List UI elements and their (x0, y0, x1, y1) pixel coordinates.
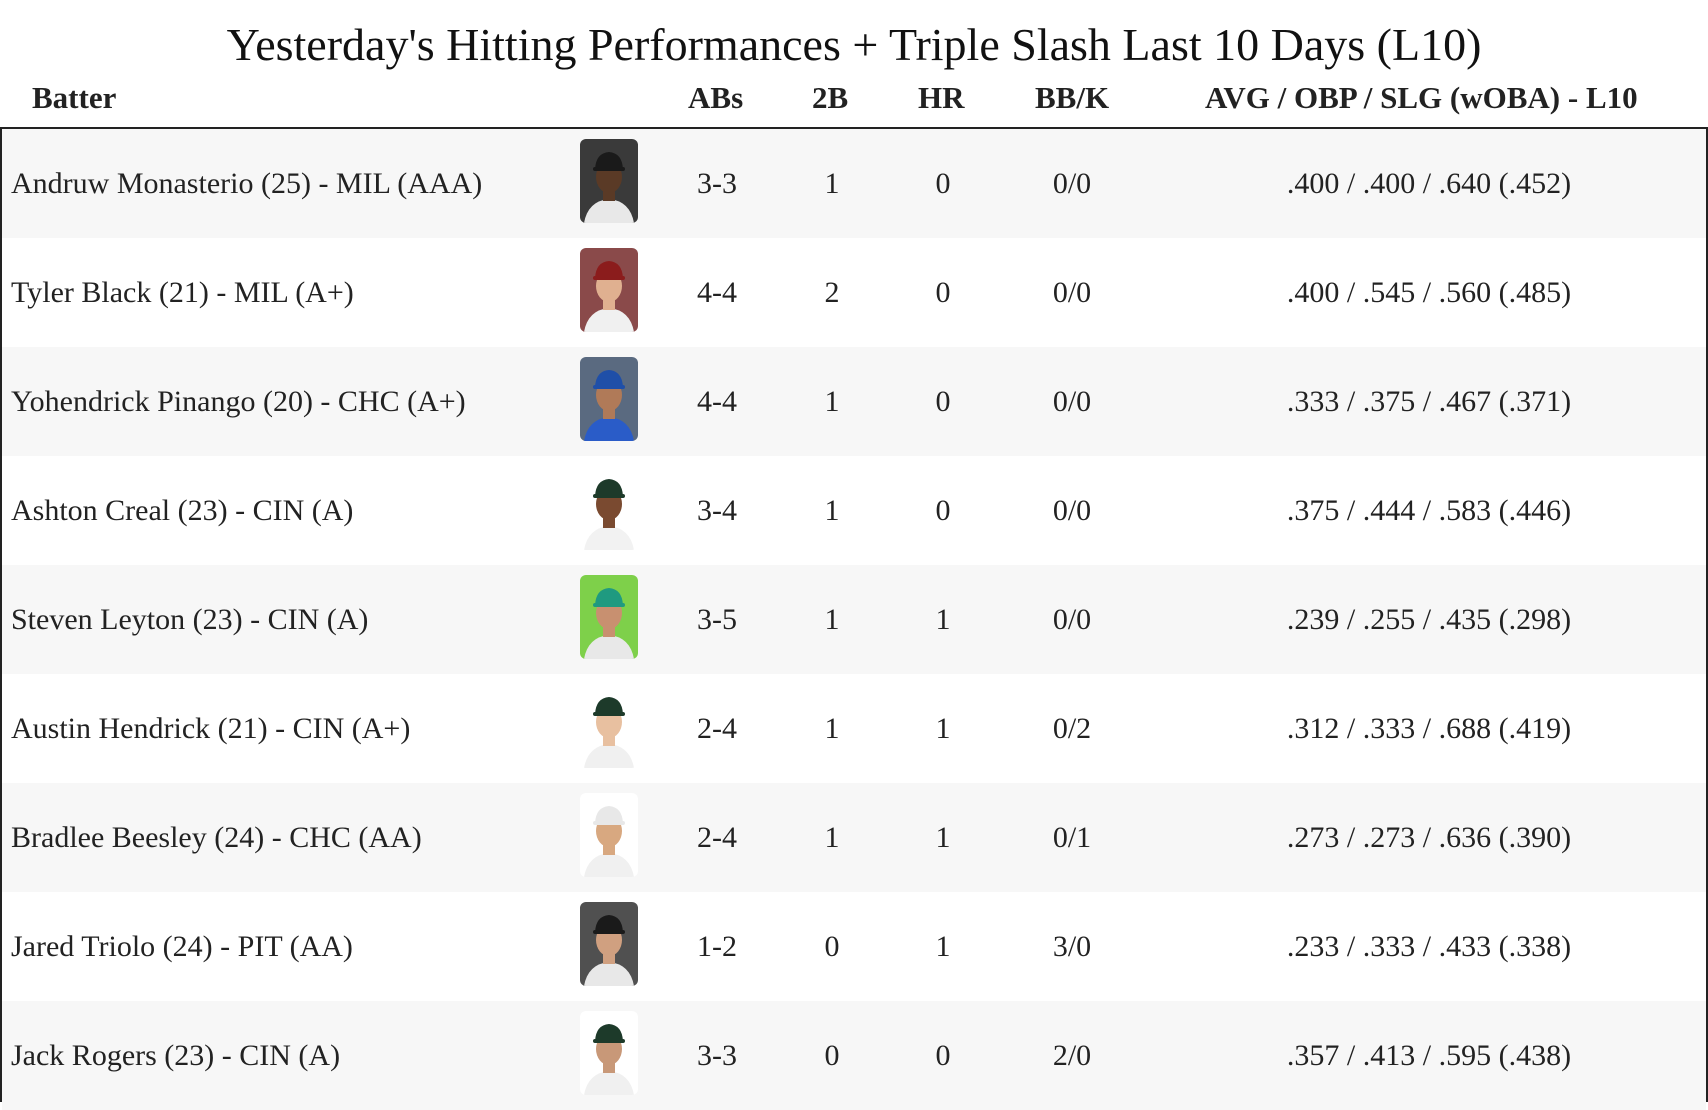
doubles-cell: 1 (824, 603, 840, 636)
batter-name: Austin Hendrick (21) - CIN (A+) (11, 712, 411, 745)
table-row: Ashton Creal (23) - CIN (A) 3-4 1 0 0/0 .375 … (2, 456, 1706, 565)
bbk-cell: 0/0 (1052, 276, 1092, 309)
page-title: Yesterday's Hitting Performances + Tripl… (226, 19, 1482, 70)
player-headshot (580, 466, 638, 550)
batter-name: Steven Leyton (23) - CIN (A) (11, 603, 369, 636)
table-right-border (1706, 127, 1708, 1102)
abs-cell: 3-3 (697, 1039, 737, 1072)
abs-cell: 3-5 (697, 603, 737, 636)
player-headshot (580, 575, 638, 659)
bbk-cell: 3/0 (1052, 930, 1092, 963)
abs-cell: 4-4 (697, 276, 737, 309)
player-headshot (580, 1011, 638, 1095)
player-headshot (580, 248, 638, 332)
table-row: Steven Leyton (23) - CIN (A) 3-5 1 1 0/0 .239… (2, 565, 1706, 674)
bbk-cell: 0/0 (1052, 494, 1092, 527)
abs-cell: 3-3 (697, 167, 737, 200)
table-row: Austin Hendrick (21) - CIN (A+) 2-4 1 1 0/2.… (2, 674, 1706, 783)
bbk-cell: 0/1 (1052, 821, 1092, 854)
doubles-cell: 1 (824, 821, 840, 854)
slash-line-cell: .375 / .444 / .583 (.446) (1286, 494, 1572, 527)
hr-cell: 0 (935, 167, 951, 200)
bbk-cell: 0/0 (1052, 385, 1092, 418)
hr-cell: 0 (935, 385, 951, 418)
batter-name: Jared Triolo (24) - PIT (AA) (11, 930, 353, 963)
bbk-cell: 0/2 (1052, 712, 1092, 745)
table-body: Andruw Monasterio (25) - MIL (AAA) 3-3 1 0 0… (2, 129, 1706, 1110)
player-headshot (580, 357, 638, 441)
doubles-cell: 1 (824, 167, 840, 200)
batter-name: Ashton Creal (23) - CIN (A) (11, 494, 354, 527)
table-row: Bradlee Beesley (24) - CHC (AA) 2-4 1 1 0/1.… (2, 783, 1706, 892)
hr-cell: 0 (935, 1039, 951, 1072)
header-doubles: 2B (812, 80, 849, 115)
table-row: Andruw Monasterio (25) - MIL (AAA) 3-3 1 0 0… (2, 129, 1706, 238)
abs-cell: 1-2 (697, 930, 737, 963)
table-row: Jared Triolo (24) - PIT (AA) 1-2 0 1 3/0 .233… (2, 892, 1706, 1001)
player-headshot (580, 684, 638, 768)
bbk-cell: 0/0 (1052, 167, 1092, 200)
player-headshot (580, 793, 638, 877)
header-hr: HR (918, 80, 965, 115)
batter-name: Yohendrick Pinango (20) - CHC (A+) (11, 385, 466, 418)
player-headshot (580, 902, 638, 986)
doubles-cell: 0 (824, 1039, 840, 1072)
table-header: Batter ABs 2B HR BB/K AVG / OBP / SLG (w… (0, 80, 1708, 128)
table-left-border (0, 127, 2, 1102)
hr-cell: 0 (935, 276, 951, 309)
doubles-cell: 2 (824, 276, 840, 309)
hr-cell: 0 (935, 494, 951, 527)
slash-line-cell: .333 / .375 / .467 (.371) (1286, 385, 1572, 418)
bbk-cell: 0/0 (1052, 603, 1092, 636)
slash-line-cell: .233 / .333 / .433 (.338) (1286, 930, 1572, 963)
header-slash: AVG / OBP / SLG (wOBA) - L10 (1205, 80, 1638, 115)
table-row: Jack Rogers (23) - CIN (A) 3-3 0 0 2/0 .357 /… (2, 1001, 1706, 1110)
table-row: Tyler Black (21) - MIL (A+) 4-4 2 0 0/0 .400 … (2, 238, 1706, 347)
doubles-cell: 1 (824, 494, 840, 527)
batter-name: Jack Rogers (23) - CIN (A) (11, 1039, 341, 1072)
slash-line-cell: .239 / .255 / .435 (.298) (1286, 603, 1572, 636)
abs-cell: 3-4 (697, 494, 737, 527)
table-row: Yohendrick Pinango (20) - CHC (A+) 4-4 1 0 0… (2, 347, 1706, 456)
header-bbk: BB/K (1035, 80, 1110, 115)
hr-cell: 1 (935, 603, 951, 636)
abs-cell: 2-4 (697, 821, 737, 854)
slash-line-cell: .312 / .333 / .688 (.419) (1286, 712, 1572, 745)
batter-name: Bradlee Beesley (24) - CHC (AA) (11, 821, 422, 854)
stats-table (0, 127, 1708, 1104)
abs-cell: 4-4 (697, 385, 737, 418)
slash-line-cell: .273 / .273 / .636 (.390) (1286, 821, 1572, 854)
doubles-cell: 0 (824, 930, 840, 963)
abs-cell: 2-4 (697, 712, 737, 745)
hr-cell: 1 (935, 712, 951, 745)
header-batter: Batter (32, 80, 117, 115)
player-headshot (580, 139, 638, 223)
hr-cell: 1 (935, 821, 951, 854)
bbk-cell: 2/0 (1052, 1039, 1092, 1072)
slash-line-cell: .400 / .400 / .640 (.452) (1286, 167, 1572, 200)
batter-name: Andruw Monasterio (25) - MIL (AAA) (11, 167, 483, 200)
batter-name: Tyler Black (21) - MIL (A+) (11, 276, 354, 309)
doubles-cell: 1 (824, 712, 840, 745)
slash-line-cell: .357 / .413 / .595 (.438) (1286, 1039, 1572, 1072)
header-abs: ABs (688, 80, 744, 115)
hr-cell: 1 (935, 930, 951, 963)
slash-line-cell: .400 / .545 / .560 (.485) (1286, 276, 1572, 309)
doubles-cell: 1 (824, 385, 840, 418)
